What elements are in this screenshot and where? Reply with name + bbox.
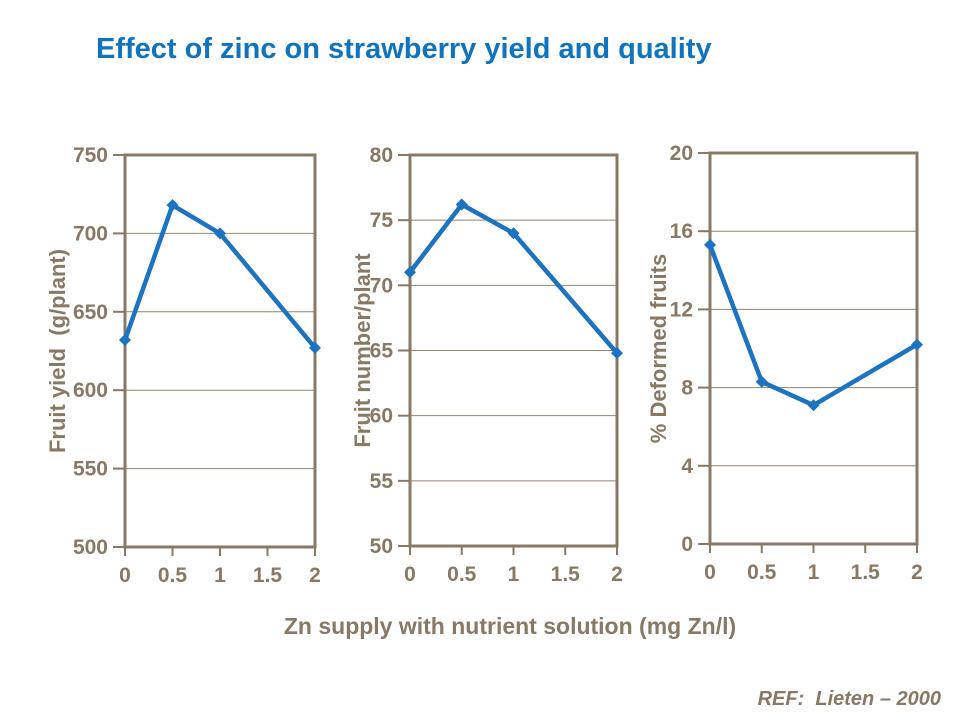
x-tick-label: 1.5	[253, 564, 283, 587]
plot-border	[123, 153, 317, 549]
x-tick-label: 0	[704, 561, 716, 584]
data-point-marker	[807, 399, 820, 412]
x-tick-label: 2	[309, 564, 321, 587]
data-point-marker	[704, 238, 716, 251]
data-point-marker	[404, 266, 416, 279]
y-tick-label: 700	[73, 222, 108, 245]
x-tick-label: 1.5	[851, 561, 881, 584]
x-tick-label: 0	[404, 563, 416, 586]
data-point-marker	[507, 227, 520, 240]
y-tick-label: 550	[73, 458, 108, 481]
x-tick-label: 2	[911, 561, 923, 584]
x-tick-label: 0.5	[447, 563, 477, 586]
data-point-marker	[166, 199, 179, 212]
data-series-line	[122, 202, 318, 351]
y-tick-label: 750	[73, 144, 108, 167]
data-series-line	[707, 242, 920, 408]
y-tick-label: 4	[681, 455, 693, 478]
shared-x-axis-label: Zn supply with nutrient solution (mg Zn/…	[283, 613, 737, 639]
data-point-marker	[214, 227, 226, 240]
data-point-marker	[309, 341, 321, 354]
y-tick-label: 60	[370, 405, 393, 428]
y-tick-label: 500	[73, 536, 108, 559]
data-series-line	[407, 202, 620, 356]
data-point-marker	[911, 338, 923, 351]
fruit-yield-plot: 500 550 600 650 700 750 0 0.5 1 1.5 2 Fruit yield (…	[45, 144, 321, 587]
y-tick-label: 70	[370, 274, 393, 297]
y-tick-label: 16	[670, 220, 693, 243]
y-tick-label: 50	[370, 535, 393, 558]
fruit-number-plot: 50 55 60 65 70 75 80 0 0.5 1 1.5 2 Fruit number/plan…	[350, 144, 623, 586]
x-tick-label: 1.5	[551, 563, 581, 586]
data-point-marker	[755, 375, 768, 388]
y-tick-label: 75	[370, 209, 394, 232]
x-tick-label: 0	[119, 564, 131, 587]
data-point-marker	[455, 198, 468, 211]
page-title: Effect of zinc on strawberry yield and q…	[96, 33, 712, 65]
y-tick-label: 65	[370, 340, 394, 363]
x-tick-label: 2	[611, 563, 623, 586]
x-tick-label: 1	[808, 561, 820, 584]
y-axis-title: Fruit number/plant	[350, 253, 375, 448]
deformed-fruits-plot: 0 4 8 12 16 20 0 0.5 1 1.5 2 % Deformed fruits	[646, 142, 923, 584]
x-tick-label: 0.5	[747, 561, 777, 584]
chart-fruit-yield: 500 550 600 650 700 750 0 0.5 1 1.5 2 Fruit yield (…	[30, 128, 335, 623]
data-point-marker	[611, 347, 623, 360]
y-axis-title: % Deformed fruits	[646, 254, 671, 443]
x-tick-label: 1	[508, 563, 520, 586]
plot-border	[708, 151, 919, 546]
x-tick-label: 1	[214, 564, 226, 587]
y-axis-title: Fruit yield (g/plant)	[45, 249, 70, 453]
chart-fruit-number: 50 55 60 65 70 75 80 0 0.5 1 1.5 2 Fruit number/plan…	[330, 128, 630, 623]
y-tick-label: 8	[681, 377, 693, 400]
y-tick-label: 20	[670, 142, 693, 165]
reference-citation: REF: Lieten – 2000	[757, 688, 941, 710]
y-tick-label: 650	[73, 301, 108, 324]
y-tick-label: 12	[670, 298, 693, 321]
y-tick-label: 80	[370, 144, 393, 167]
data-point-marker	[119, 334, 131, 347]
y-tick-label: 600	[73, 379, 108, 402]
chart-deformed-fruits: 0 4 8 12 16 20 0 0.5 1 1.5 2 % Deformed fruits	[630, 126, 935, 621]
y-tick-label: 0	[681, 533, 693, 556]
x-tick-label: 0.5	[158, 564, 188, 587]
y-tick-label: 55	[370, 470, 394, 493]
